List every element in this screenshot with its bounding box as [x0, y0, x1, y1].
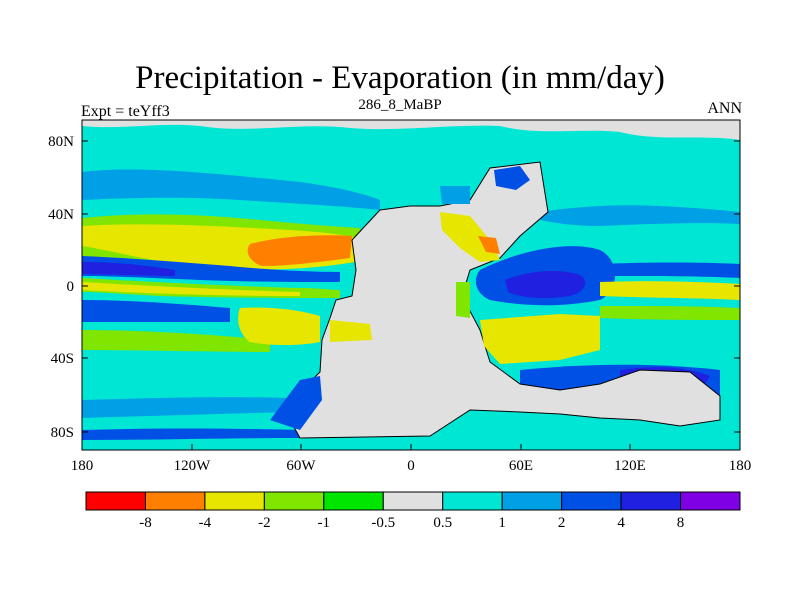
- lon-tick-label: 120W: [174, 458, 212, 474]
- colorbar: -8 -4 -2 -1 -0.5 0.5 1 2 4 8: [85, 491, 741, 531]
- lat-tick-label: 0: [67, 279, 75, 295]
- colorbar-label: 4: [617, 515, 625, 531]
- lat-tick-label: 80N: [48, 134, 74, 150]
- lat-tick-label: 40S: [51, 351, 74, 367]
- colorbar-label: 8: [677, 515, 685, 531]
- southern-subtropical-green: [82, 330, 270, 352]
- south-tropical-wet-band: [82, 300, 230, 322]
- pangaea-landmass: [289, 161, 721, 439]
- colorbar-swatch: [204, 491, 265, 511]
- north-pacific-band: [82, 169, 380, 210]
- gondwana-west-yellow: [330, 320, 372, 342]
- colorbar-label: -4: [199, 515, 212, 531]
- antarctic-edge-band: [82, 428, 300, 440]
- southern-pacific-dry-yellow: [238, 307, 320, 345]
- experiment-label: Expt = teYff3: [81, 103, 170, 120]
- colorbar-swatch: [85, 491, 146, 511]
- southern-ocean-wet-band: [82, 397, 290, 418]
- north-atlantic-band: [540, 205, 740, 226]
- colorbar-swatch: [561, 491, 622, 511]
- lat-tick-label: 40N: [48, 207, 74, 223]
- east-tropical-dry-band: [600, 281, 740, 300]
- indian-ocean-heavy-core: [505, 270, 586, 299]
- colorbar-swatch: [144, 491, 206, 511]
- africa-west-green: [456, 282, 470, 318]
- east-subtropical-green: [600, 306, 740, 320]
- lon-tick-label: 180: [729, 458, 752, 474]
- lat-tick-label: 80S: [51, 425, 74, 441]
- lon-tick-label: 120E: [614, 458, 646, 474]
- colorbar-label: -0.5: [371, 515, 395, 531]
- equatorial-yellow-tongue: [82, 282, 300, 296]
- longitude-axis: 180 120W 60W 0 60E 120E 180: [71, 444, 752, 474]
- colorbar-swatch: [680, 491, 741, 511]
- tethys-wet-patch: [440, 186, 470, 204]
- equatorial-heavy-band: [82, 262, 175, 276]
- colorbar-label: -8: [139, 515, 152, 531]
- season-label: ANN: [707, 100, 742, 117]
- colorbar-swatch: [442, 491, 503, 511]
- colorbar-swatch: [382, 491, 444, 511]
- gondwana-east-yellow: [480, 314, 600, 364]
- lon-tick-label: 180: [71, 458, 94, 474]
- southern-coast-wet: [270, 376, 322, 430]
- lon-tick-label: 60W: [286, 458, 316, 474]
- period-label: 286_8_MaBP: [358, 97, 442, 113]
- colorbar-label: 0.5: [433, 515, 452, 531]
- lon-tick-label: 0: [407, 458, 415, 474]
- colorbar-label: 1: [498, 515, 506, 531]
- colorbar-swatch: [501, 491, 563, 511]
- arctic-inner-wet: [494, 166, 530, 190]
- colorbar-swatch: [323, 491, 384, 511]
- colorbar-label: 2: [558, 515, 566, 531]
- colorbar-label: -2: [258, 515, 271, 531]
- arctic-dry-region: [82, 120, 740, 140]
- colorbar-label: -1: [318, 515, 331, 531]
- laurasia-arid-core: [478, 236, 500, 254]
- map-panel: [82, 120, 740, 450]
- map-title: Precipitation - Evaporation (in mm/day): [135, 60, 665, 96]
- lon-tick-label: 60E: [509, 458, 533, 474]
- colorbar-swatch: [263, 491, 325, 511]
- latitude-axis: 80N 40N 0 40S 80S: [48, 134, 740, 441]
- colorbar-swatch: [620, 491, 682, 511]
- subtropical-north-orange: [247, 235, 352, 266]
- east-tropical-wet-band: [600, 262, 740, 278]
